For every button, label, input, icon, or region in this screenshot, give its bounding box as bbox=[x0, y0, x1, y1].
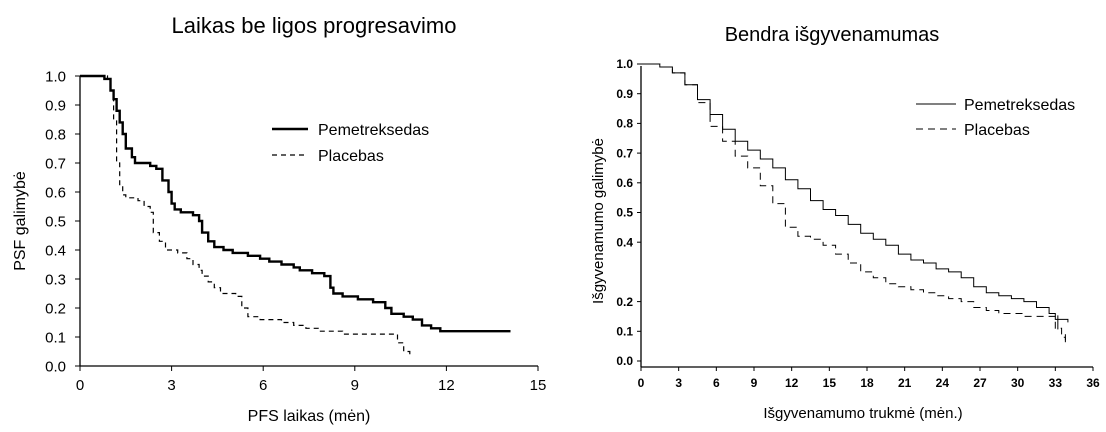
x-ticks: 0 3 6 9 12 15 bbox=[76, 366, 547, 394]
y-tick-label: 0.0 bbox=[45, 358, 66, 375]
y-axis-label: PSF galimybė bbox=[12, 171, 29, 271]
survival-curves bbox=[80, 74, 511, 355]
pfs-chart: Laikas be ligos progresavimo 0.00.10.20.… bbox=[12, 13, 546, 425]
legend-label-placebas: Placebas bbox=[318, 148, 384, 165]
x-tick-label: 21 bbox=[898, 376, 912, 390]
y-tick-label: 0.5 bbox=[616, 206, 633, 220]
y-tick-label: 0.9 bbox=[45, 97, 66, 114]
y-ticks: 0.0 0.1 0.2 0.4 0.5 0.6 0.7 0.8 0.9 1.0 bbox=[616, 57, 641, 368]
chart-title: Laikas be ligos progresavimo bbox=[172, 13, 457, 38]
y-tick-label: 0.5 bbox=[45, 213, 66, 230]
os-chart: Bendra išgyvenamumas 0.00.10.20.40.50.60… bbox=[590, 24, 1100, 422]
y-tick-label: 0.0 bbox=[616, 354, 633, 368]
x-tick-label: 0 bbox=[638, 376, 645, 390]
x-tick-label: 9 bbox=[751, 376, 758, 390]
x-tick-label: 12 bbox=[438, 377, 455, 394]
y-tick-label: 0.2 bbox=[616, 295, 633, 309]
y-tick-label: 0.1 bbox=[45, 329, 66, 346]
x-tick-label: 18 bbox=[860, 376, 874, 390]
y-tick-label: 0.7 bbox=[45, 155, 66, 172]
y-tick-label: 0.2 bbox=[45, 300, 66, 317]
x-tick-label: 6 bbox=[259, 377, 267, 394]
legend: Pemetreksedas Placebas bbox=[272, 122, 429, 165]
x-tick-label: 0 bbox=[76, 377, 84, 394]
legend: Pemetreksedas Placebas bbox=[916, 97, 1075, 139]
y-tick-label: 0.7 bbox=[616, 146, 633, 160]
x-tick-label: 36 bbox=[1086, 376, 1100, 390]
y-tick-label: 1.0 bbox=[616, 57, 633, 71]
y-tick-label: 0.3 bbox=[45, 271, 66, 288]
legend-label-pemetreksedas: Pemetreksedas bbox=[964, 97, 1075, 114]
x-axis-label: PFS laikas (mėn) bbox=[248, 408, 371, 425]
y-tick-label: 0.8 bbox=[616, 117, 633, 131]
legend-label-placebas: Placebas bbox=[964, 122, 1030, 139]
x-tick-label: 27 bbox=[973, 376, 987, 390]
x-tick-label: 3 bbox=[167, 377, 175, 394]
x-tick-label: 3 bbox=[675, 376, 682, 390]
y-tick-label: 0.6 bbox=[616, 176, 633, 190]
x-tick-label: 15 bbox=[530, 377, 547, 394]
survival-curves bbox=[641, 63, 1069, 343]
x-tick-label: 33 bbox=[1049, 376, 1063, 390]
x-tick-label: 24 bbox=[936, 376, 950, 390]
curve-placebas bbox=[641, 63, 1066, 341]
y-tick-label: 1.0 bbox=[45, 68, 66, 85]
legend-label-pemetreksedas: Pemetreksedas bbox=[318, 122, 429, 139]
curve-placebas bbox=[80, 75, 411, 355]
y-tick-label: 0.8 bbox=[45, 126, 66, 143]
x-axis-label: Išgyvenamumo trukmė (mėn.) bbox=[763, 405, 962, 422]
y-tick-label: 0.9 bbox=[616, 87, 633, 101]
x-ticks: 0 3 6 9 12 15 18 21 24 27 30 33 36 bbox=[638, 367, 1100, 390]
y-tick-label: 0.1 bbox=[616, 325, 633, 339]
y-tick-label: 0.4 bbox=[616, 235, 633, 249]
x-tick-label: 6 bbox=[713, 376, 720, 390]
y-tick-label: 0.4 bbox=[45, 242, 66, 259]
x-tick-label: 15 bbox=[823, 376, 837, 390]
chart-title: Bendra išgyvenamumas bbox=[725, 24, 940, 46]
x-tick-label: 12 bbox=[785, 376, 799, 390]
y-axis-label: Išgyvenamumo galimybė bbox=[590, 138, 607, 304]
curve-pemetreksedas bbox=[80, 74, 511, 333]
curve-pemetreksedas bbox=[641, 63, 1069, 323]
x-tick-label: 9 bbox=[351, 377, 359, 394]
y-ticks: 0.0 0.1 0.2 0.3 0.4 0.5 0.6 0.7 0.8 0.9 1.0 bbox=[45, 68, 80, 375]
y-tick-label: 0.6 bbox=[45, 184, 66, 201]
x-tick-label: 30 bbox=[1011, 376, 1025, 390]
